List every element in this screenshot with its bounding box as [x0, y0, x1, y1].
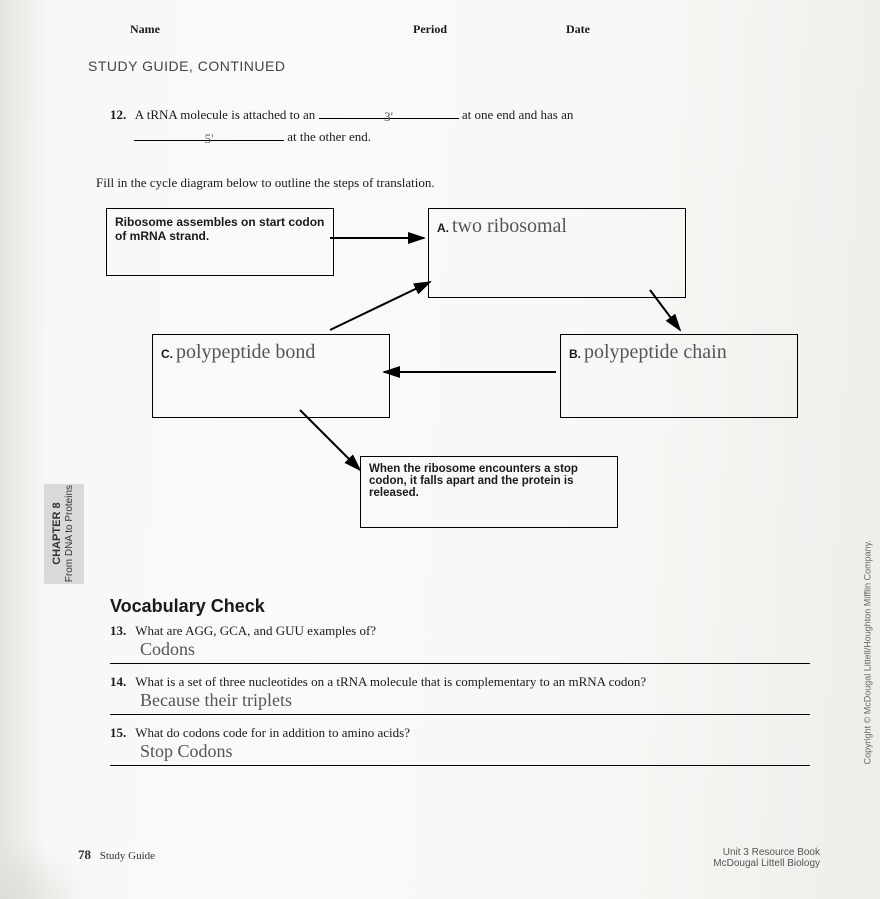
q14-num: 14. — [110, 674, 126, 689]
q15-answer: Stop Codons — [140, 741, 233, 761]
vocabulary-check: Vocabulary Check 13. What are AGG, GCA, … — [110, 596, 810, 776]
q13-num: 13. — [110, 623, 126, 638]
tab-line2: From DNA to Proteins — [65, 485, 76, 582]
header-row: Name Period Date — [130, 22, 820, 37]
flow-box-end: When the ribosome encounters a stop codo… — [360, 456, 618, 528]
worksheet-page: Name Period Date STUDY GUIDE, CONTINUED … — [0, 0, 880, 899]
chapter-tab-text: CHAPTER 8 From DNA to Proteins — [51, 485, 76, 582]
q14-answer-line[interactable]: Because their triplets — [110, 690, 810, 715]
footer-right2: McDougal Littell Biology — [713, 858, 820, 869]
question-15: 15. What do codons code for in addition … — [110, 725, 810, 741]
page-number: 78 — [78, 847, 91, 862]
vocab-heading: Vocabulary Check — [110, 596, 810, 617]
flow-box-c: C. polypeptide bond — [152, 334, 390, 418]
copyright-vertical: Copyright © McDougal Littell/Houghton Mi… — [862, 540, 872, 764]
flow-b-label: B. — [569, 347, 581, 361]
tab-line1: CHAPTER 8 — [51, 503, 63, 565]
q12-blank-2[interactable]: 5' — [134, 126, 284, 141]
footer: 78 Study Guide Unit 3 Resource Book McDo… — [78, 847, 820, 869]
question-12: 12. A tRNA molecule is attached to an 3'… — [110, 104, 800, 148]
flow-end-text: When the ribosome encounters a stop codo… — [369, 463, 578, 499]
question-14: 14. What is a set of three nucleotides o… — [110, 674, 810, 690]
footer-right: Unit 3 Resource Book McDougal Littell Bi… — [713, 847, 820, 869]
flow-a-label: A. — [437, 221, 449, 235]
flow-box-b: B. polypeptide chain — [560, 334, 798, 418]
q13-answer: Codons — [140, 639, 195, 659]
footer-label: Study Guide — [100, 850, 155, 862]
period-label: Period — [413, 22, 563, 37]
q14-text: What is a set of three nucleotides on a … — [135, 674, 646, 689]
q12-blank-1[interactable]: 3' — [319, 104, 459, 119]
q15-answer-line[interactable]: Stop Codons — [110, 741, 810, 766]
q12-text-a: A tRNA molecule is attached to an — [135, 107, 316, 122]
scan-shadow — [0, 0, 46, 899]
footer-right1: Unit 3 Resource Book — [723, 847, 820, 858]
flow-box-a: A. two ribosomal — [428, 208, 686, 298]
q13-text: What are AGG, GCA, and GUU examples of? — [135, 623, 376, 638]
flow-c-label: C. — [161, 347, 173, 361]
page-tear — [0, 839, 90, 899]
q12-text-b: at one end and has an — [462, 107, 574, 122]
q13-answer-line[interactable]: Codons — [110, 639, 810, 664]
q12-number: 12. — [110, 107, 126, 122]
flow-c-answer[interactable]: polypeptide bond — [176, 341, 315, 363]
flow-box-start: Ribosome assembles on start codon of mRN… — [106, 208, 334, 276]
q12-text-c: at the other end. — [287, 129, 371, 144]
flow-start-text: Ribosome assembles on start codon of mRN… — [115, 215, 324, 243]
q15-num: 15. — [110, 725, 126, 740]
page-title: STUDY GUIDE, CONTINUED — [88, 58, 285, 74]
flow-a-answer[interactable]: two ribosomal — [452, 215, 567, 237]
question-13: 13. What are AGG, GCA, and GUU examples … — [110, 623, 810, 639]
q14-answer: Because their triplets — [140, 690, 292, 710]
flow-b-answer[interactable]: polypeptide chain — [584, 341, 727, 363]
date-label: Date — [566, 22, 590, 37]
chapter-tab: CHAPTER 8 From DNA to Proteins — [44, 484, 84, 584]
diagram-instruction: Fill in the cycle diagram below to outli… — [96, 175, 435, 191]
q15-text: What do codons code for in addition to a… — [135, 725, 410, 740]
name-label: Name — [130, 22, 410, 37]
